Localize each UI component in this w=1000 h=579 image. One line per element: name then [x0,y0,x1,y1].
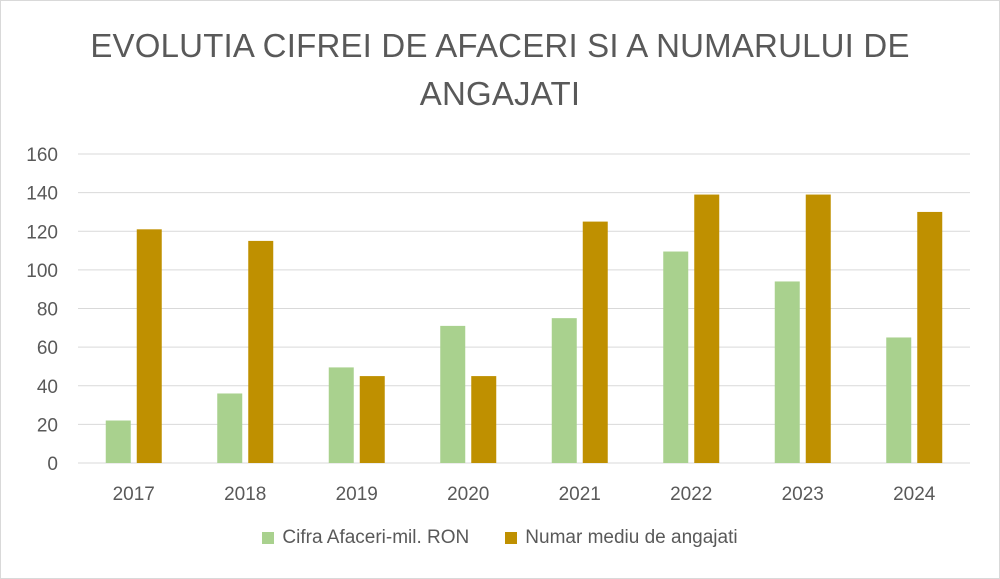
bar-numar-angajati-2017 [136,229,162,463]
bar-numar-angajati-2019 [359,376,385,463]
y-tick-label: 120 [26,222,58,243]
y-tick-label: 0 [47,454,58,475]
gridlines [78,153,970,464]
bar-numar-angajati-2022 [694,194,720,463]
y-tick-label: 100 [26,261,58,282]
bar-cifra-afaceri-2023 [774,281,800,463]
bar-numar-angajati-2023 [805,194,831,463]
x-tick-label: 2017 [113,484,155,505]
legend-label: Numar mediu de angajati [525,527,738,548]
y-tick-label: 80 [37,300,58,321]
y-tick-label: 140 [26,184,58,205]
bar-cifra-afaceri-2022 [663,251,689,463]
x-axis-tick-labels: 2017 2018 2019 2020 2021 2022 2023 2024 [113,484,936,505]
y-tick-label: 40 [37,377,58,398]
chart-legend: Cifra Afaceri-mil. RON Numar mediu de ang… [0,527,1000,549]
bar-cifra-afaceri-2018 [217,393,243,463]
bar-cifra-afaceri-2020 [440,325,466,463]
bar-cifra-afaceri-2017 [105,420,131,463]
bar-numar-angajati-2021 [582,221,608,463]
bar-numar-angajati-2020 [471,376,497,463]
bar-cifra-afaceri-2021 [551,318,577,463]
x-tick-label: 2024 [893,484,936,505]
x-tick-label: 2018 [224,484,266,505]
legend-item: Numar mediu de angajati [505,527,738,549]
legend-item: Cifra Afaceri-mil. RON [262,527,469,549]
x-tick-label: 2022 [670,484,712,505]
bar-numar-angajati-2024 [917,211,943,463]
chart-title: EVOLUTIA CIFREI DE AFACERI SI A NUMARULU… [0,22,1000,118]
legend-label: Cifra Afaceri-mil. RON [282,527,470,548]
x-tick-label: 2021 [559,484,601,505]
bar-cifra-afaceri-2024 [886,337,912,463]
y-tick-label: 20 [37,415,58,436]
chart-title-line-1: EVOLUTIA CIFREI DE AFACERI SI A NUMARULU… [90,27,910,64]
y-tick-label: 160 [26,145,58,166]
bar-cifra-afaceri-2019 [328,367,354,463]
legend-swatch [262,532,275,544]
x-tick-label: 2020 [447,484,489,505]
y-tick-label: 60 [37,338,58,359]
x-tick-label: 2019 [336,484,378,505]
y-axis-tick-labels: 0 20 40 60 80 100 120 140 160 [26,145,58,475]
bars [105,194,943,463]
bar-numar-angajati-2018 [248,240,274,463]
x-tick-label: 2023 [782,484,824,505]
chart-title-line-2: ANGAJATI [419,75,581,112]
legend-swatch [505,532,518,544]
